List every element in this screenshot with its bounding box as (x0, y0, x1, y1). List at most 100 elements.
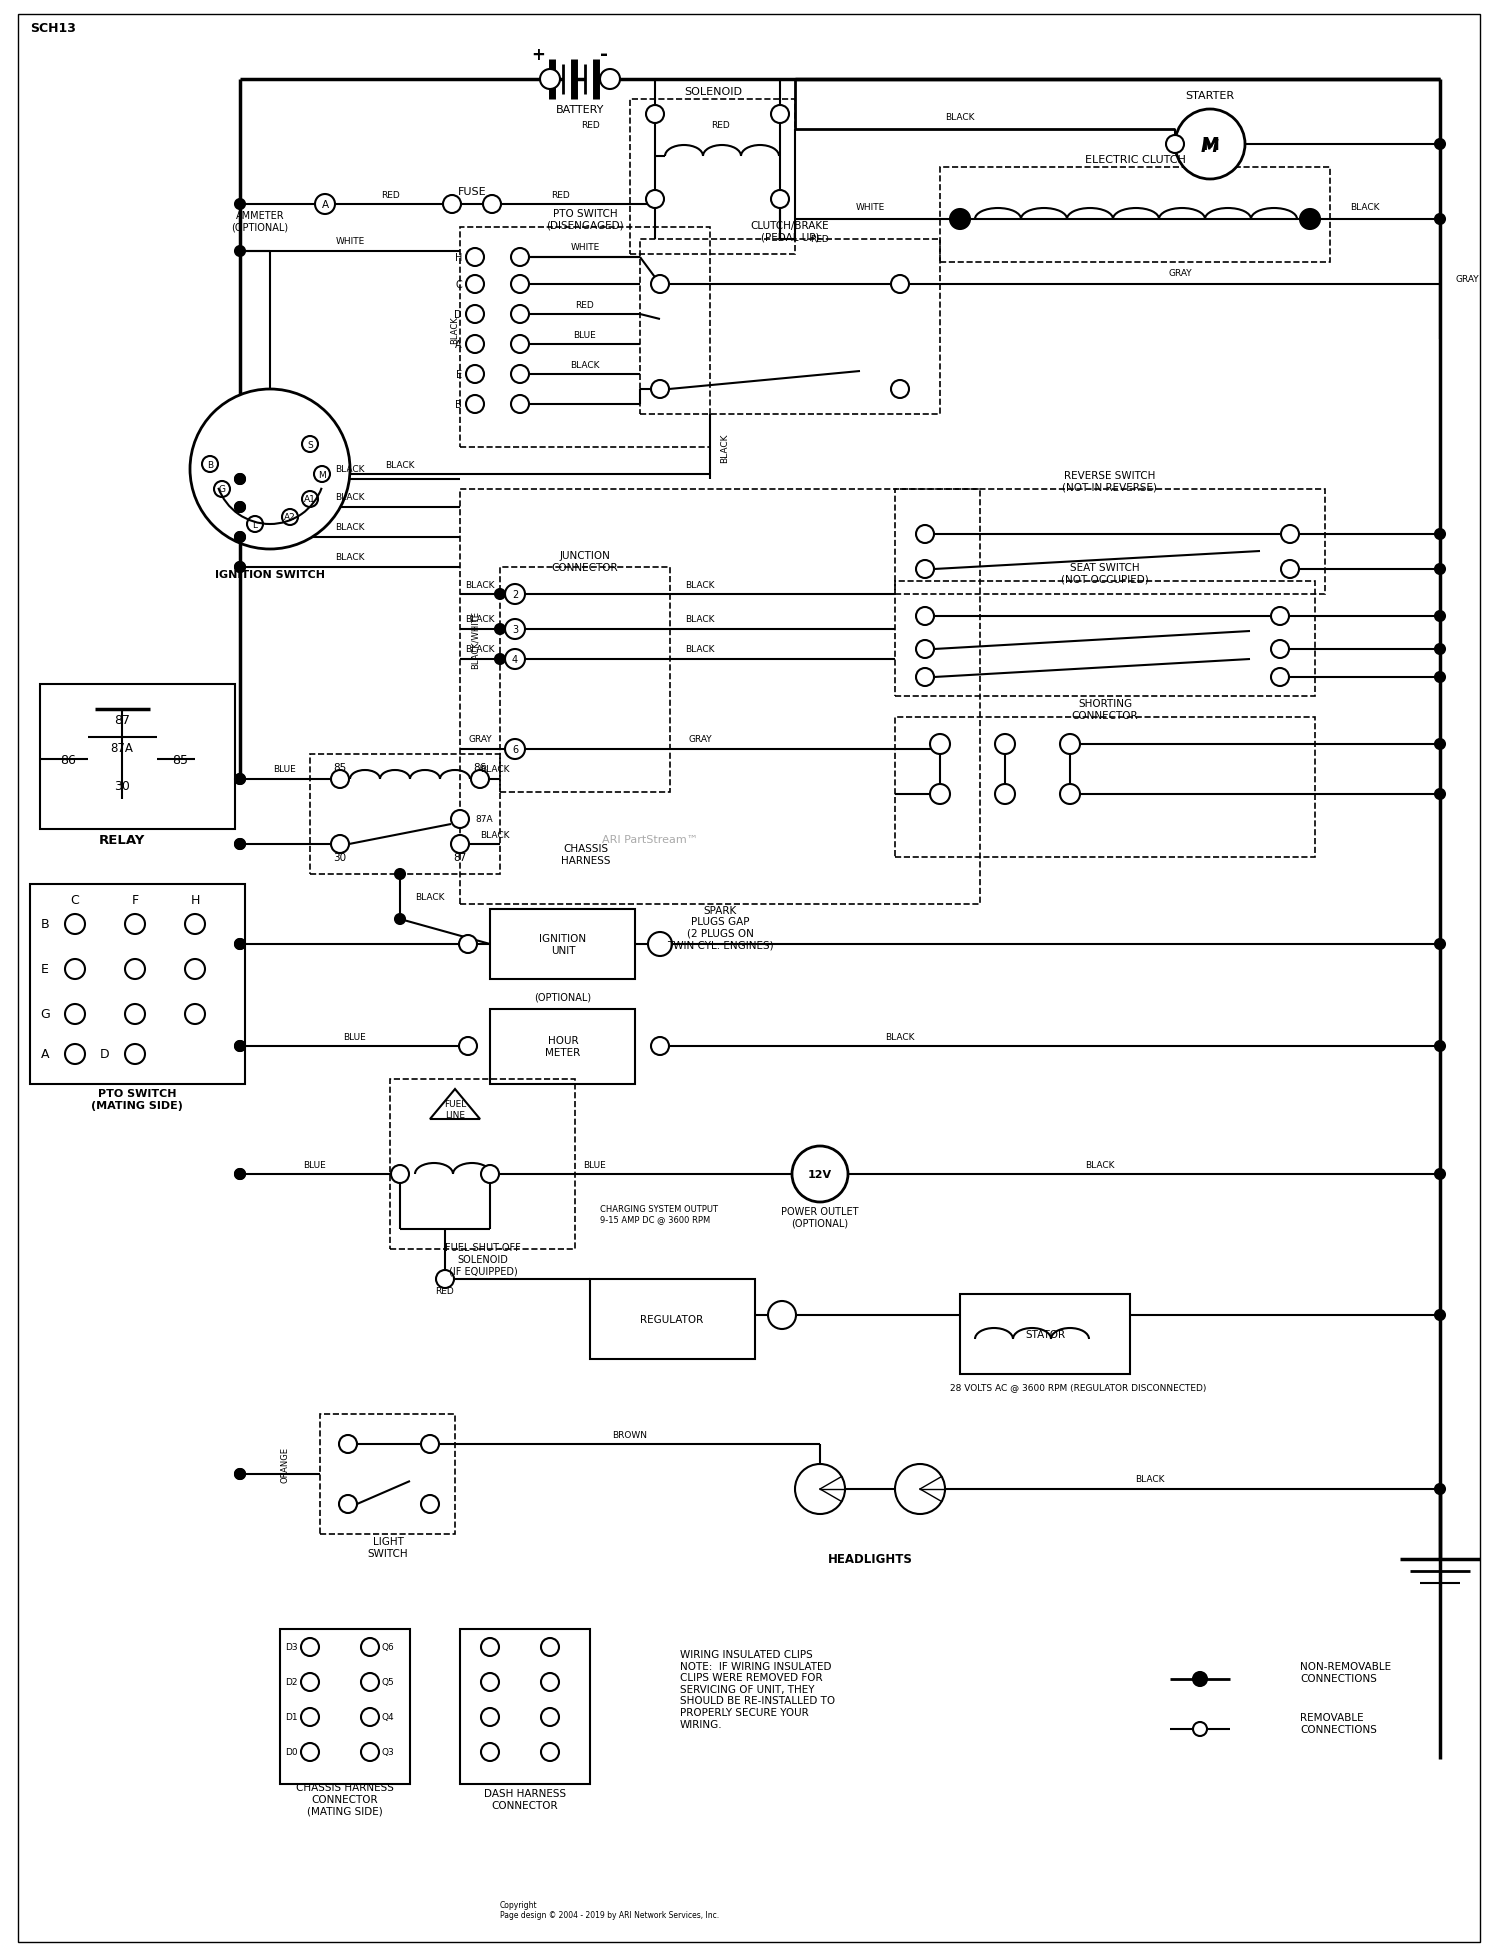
Text: PTO SWITCH
(DISENGAGED): PTO SWITCH (DISENGAGED) (546, 209, 624, 231)
Text: BLACK: BLACK (465, 614, 495, 624)
Text: POWER OUTLET
(OPTIONAL): POWER OUTLET (OPTIONAL) (782, 1207, 858, 1229)
Circle shape (339, 1495, 357, 1513)
Text: A1: A1 (304, 495, 316, 505)
Circle shape (466, 276, 484, 294)
Text: 87A: 87A (476, 814, 492, 824)
Bar (640, 241, 940, 415)
Circle shape (190, 389, 350, 550)
Bar (940, 168, 1330, 262)
Circle shape (916, 640, 934, 660)
Bar (490, 910, 634, 980)
Bar (960, 1294, 1130, 1374)
Text: D0: D0 (285, 1748, 298, 1757)
Circle shape (482, 1638, 500, 1656)
Circle shape (236, 532, 244, 542)
Circle shape (64, 1045, 86, 1065)
Circle shape (1174, 110, 1245, 180)
Circle shape (236, 503, 244, 513)
Bar (30, 885, 245, 1084)
Text: H: H (454, 252, 462, 262)
Text: M: M (318, 470, 326, 479)
Text: M: M (1202, 135, 1219, 155)
Text: REVERSE SWITCH
(NOT IN REVERSE): REVERSE SWITCH (NOT IN REVERSE) (1062, 472, 1158, 493)
Circle shape (916, 562, 934, 579)
Circle shape (236, 476, 244, 485)
Circle shape (422, 1495, 440, 1513)
Text: BLACK: BLACK (336, 466, 364, 474)
Circle shape (512, 337, 530, 354)
Bar (460, 1628, 590, 1785)
Circle shape (471, 771, 489, 789)
Circle shape (436, 1270, 454, 1288)
Circle shape (394, 869, 405, 879)
Text: BLACK: BLACK (450, 315, 459, 344)
Circle shape (282, 509, 298, 526)
Circle shape (236, 247, 244, 256)
Circle shape (512, 305, 530, 323)
Text: BLACK/WHITE: BLACK/WHITE (471, 611, 480, 669)
Bar (490, 1010, 634, 1084)
Text: BLACK: BLACK (720, 432, 729, 462)
Text: H: H (190, 892, 200, 906)
Text: E: E (40, 963, 50, 977)
Text: BLACK: BLACK (386, 460, 414, 470)
Circle shape (236, 939, 244, 949)
Text: B: B (456, 399, 462, 409)
Text: BATTERY: BATTERY (556, 106, 604, 115)
Text: BLUE: BLUE (303, 1161, 327, 1168)
Bar (630, 100, 795, 254)
Circle shape (651, 276, 669, 294)
Text: 86: 86 (474, 763, 486, 773)
Circle shape (792, 1147, 847, 1202)
Text: L: L (252, 521, 258, 528)
Circle shape (302, 1744, 320, 1761)
Circle shape (64, 1004, 86, 1024)
Text: RED: RED (550, 190, 570, 200)
Text: BLACK: BLACK (885, 1031, 915, 1041)
Circle shape (482, 1673, 500, 1691)
Circle shape (648, 933, 672, 957)
Circle shape (184, 914, 206, 935)
Circle shape (236, 840, 244, 849)
Circle shape (1436, 789, 1444, 800)
Circle shape (1436, 530, 1444, 540)
Circle shape (236, 1170, 244, 1180)
Circle shape (1060, 734, 1080, 755)
Circle shape (362, 1708, 380, 1726)
Text: D3: D3 (285, 1642, 298, 1652)
Text: BLACK: BLACK (480, 765, 510, 775)
Text: SPARK
PLUGS GAP
(2 PLUGS ON
TWIN CYL. ENGINES): SPARK PLUGS GAP (2 PLUGS ON TWIN CYL. EN… (666, 906, 774, 949)
Text: F: F (132, 892, 138, 906)
Text: BLUE: BLUE (273, 765, 297, 775)
Text: Copyright
Page design © 2004 - 2019 by ARI Network Services, Inc.: Copyright Page design © 2004 - 2019 by A… (500, 1900, 718, 1920)
Circle shape (236, 532, 244, 542)
Text: G: G (219, 485, 225, 495)
Circle shape (1300, 209, 1320, 229)
Circle shape (236, 564, 244, 573)
Text: RED: RED (711, 121, 729, 129)
Circle shape (1436, 141, 1444, 151)
Circle shape (452, 836, 470, 853)
Circle shape (506, 740, 525, 759)
Circle shape (315, 196, 334, 215)
Text: CHASSIS HARNESS
CONNECTOR
(MATING SIDE): CHASSIS HARNESS CONNECTOR (MATING SIDE) (296, 1783, 394, 1816)
Circle shape (394, 914, 405, 924)
Circle shape (1436, 566, 1444, 575)
Text: BLACK: BLACK (480, 830, 510, 840)
Bar (40, 685, 236, 830)
Text: REMOVABLE
CONNECTIONS: REMOVABLE CONNECTIONS (1300, 1712, 1377, 1734)
Circle shape (362, 1744, 380, 1761)
Circle shape (442, 196, 460, 213)
Circle shape (1436, 740, 1444, 750)
Text: BLACK: BLACK (1084, 1161, 1114, 1168)
Circle shape (795, 1464, 844, 1515)
Circle shape (512, 395, 530, 413)
Circle shape (1436, 1311, 1444, 1321)
Text: Q4: Q4 (382, 1712, 394, 1722)
Text: ARI PartStream™: ARI PartStream™ (602, 834, 698, 845)
Circle shape (916, 609, 934, 626)
Text: (OPTIONAL): (OPTIONAL) (534, 992, 591, 1002)
Circle shape (1270, 669, 1288, 687)
Circle shape (1192, 1671, 1208, 1687)
Circle shape (452, 810, 470, 828)
